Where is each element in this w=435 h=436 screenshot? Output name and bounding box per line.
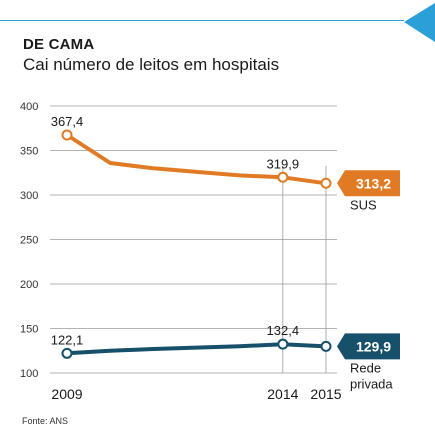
data-point <box>320 177 332 189</box>
chart-title: DE CAMA <box>23 36 94 53</box>
y-tick-label: 250 <box>20 235 38 247</box>
y-tick-label: 400 <box>20 101 38 113</box>
x-tick-label: 2014 <box>267 386 298 402</box>
end-value-label: 313,2 <box>356 175 391 191</box>
x-tick-label: 2015 <box>310 386 341 402</box>
end-value-badge <box>337 333 400 360</box>
series-name-label: privada <box>350 376 393 391</box>
corner-arrow-icon <box>404 3 435 42</box>
end-value-badge <box>337 170 400 197</box>
chart-subtitle: Cai número de leitos em hospitais <box>23 55 279 74</box>
y-tick-label: 100 <box>20 368 38 380</box>
x-tick-label: 2009 <box>51 386 82 402</box>
data-label: 319,9 <box>267 156 300 171</box>
y-tick-label: 200 <box>20 279 38 291</box>
data-point <box>320 340 332 352</box>
y-axis: 100 150 200 250 300 350 400 <box>20 101 38 380</box>
data-label: 132,4 <box>267 323 300 338</box>
y-tick-label: 350 <box>20 146 38 158</box>
data-label: 367,4 <box>51 114 84 129</box>
data-point <box>61 129 73 141</box>
series-layer: 367,4 319,9 122,1 132,4 <box>51 114 332 359</box>
data-label: 122,1 <box>51 332 84 347</box>
x-axis: 2009 2014 2015 <box>51 386 341 402</box>
series-name-label: Rede <box>350 360 381 375</box>
source-note: Fonte: ANS <box>22 416 68 426</box>
grid <box>50 105 337 374</box>
y-tick-label: 300 <box>20 190 38 202</box>
series-name-label: SUS <box>350 197 377 212</box>
y-tick-label: 150 <box>20 324 38 336</box>
data-point <box>277 338 289 350</box>
end-value-label: 129,9 <box>356 338 391 354</box>
data-point <box>61 347 73 359</box>
data-point <box>277 171 289 183</box>
